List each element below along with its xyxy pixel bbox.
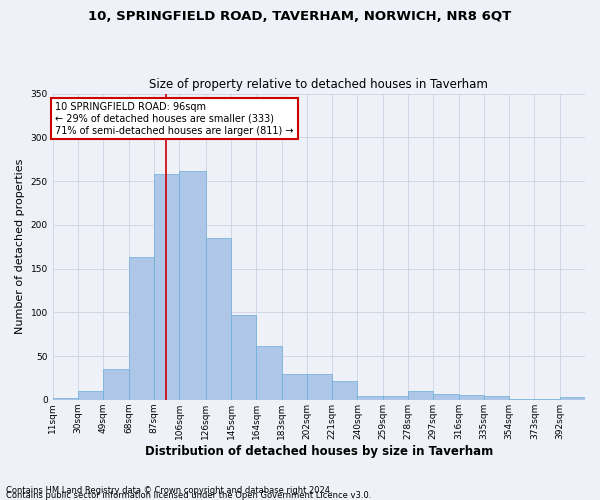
- Bar: [383, 396, 408, 400]
- Bar: [154, 174, 179, 400]
- Bar: [103, 369, 128, 400]
- Bar: [231, 315, 256, 400]
- X-axis label: Distribution of detached houses by size in Taverham: Distribution of detached houses by size …: [145, 444, 493, 458]
- Bar: [535, 399, 560, 400]
- Bar: [332, 380, 358, 400]
- Bar: [509, 399, 535, 400]
- Bar: [53, 398, 78, 400]
- Bar: [256, 346, 281, 400]
- Bar: [206, 238, 231, 400]
- Bar: [484, 396, 509, 400]
- Bar: [78, 391, 103, 400]
- Text: Contains public sector information licensed under the Open Government Licence v3: Contains public sector information licen…: [6, 491, 371, 500]
- Bar: [307, 374, 332, 400]
- Title: Size of property relative to detached houses in Taverham: Size of property relative to detached ho…: [149, 78, 488, 91]
- Bar: [458, 396, 484, 400]
- Bar: [128, 257, 154, 400]
- Bar: [408, 391, 433, 400]
- Text: 10 SPRINGFIELD ROAD: 96sqm
← 29% of detached houses are smaller (333)
71% of sem: 10 SPRINGFIELD ROAD: 96sqm ← 29% of deta…: [55, 102, 294, 136]
- Text: Contains HM Land Registry data © Crown copyright and database right 2024.: Contains HM Land Registry data © Crown c…: [6, 486, 332, 495]
- Bar: [358, 396, 383, 400]
- Bar: [179, 170, 206, 400]
- Bar: [560, 397, 585, 400]
- Bar: [281, 374, 307, 400]
- Y-axis label: Number of detached properties: Number of detached properties: [15, 159, 25, 334]
- Bar: [433, 394, 458, 400]
- Text: 10, SPRINGFIELD ROAD, TAVERHAM, NORWICH, NR8 6QT: 10, SPRINGFIELD ROAD, TAVERHAM, NORWICH,…: [88, 10, 512, 23]
